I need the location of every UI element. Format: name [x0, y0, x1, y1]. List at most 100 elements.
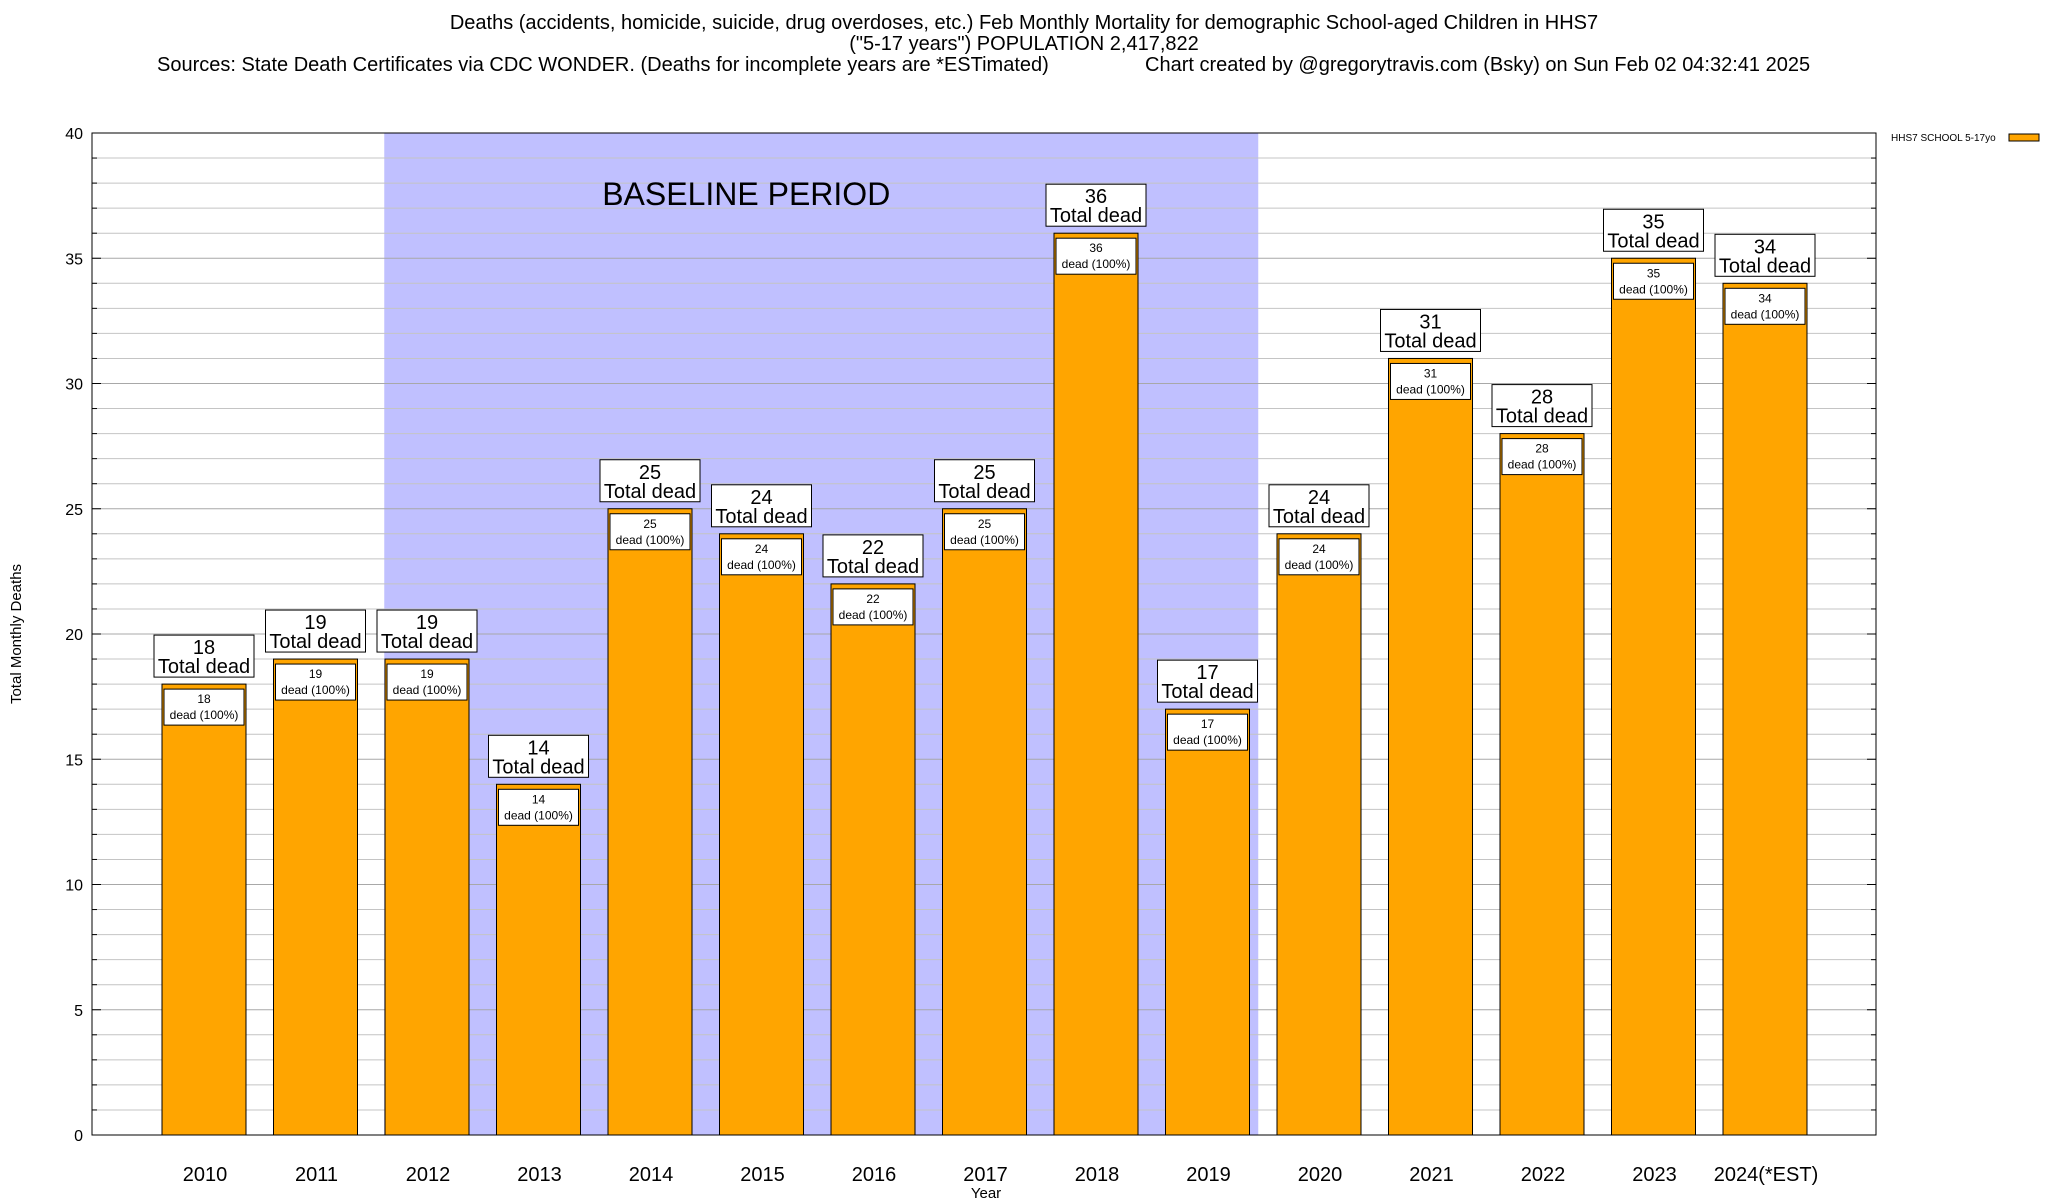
bar-inner-label-box — [498, 788, 579, 826]
bar-top-label-box — [1714, 233, 1816, 277]
bar-inner-label-box — [832, 588, 914, 626]
x-tick-label: 2015 — [740, 1164, 785, 1186]
plot-border — [91, 132, 1877, 1136]
bar — [1722, 282, 1808, 1136]
bar-total-dead-label: Total dead — [1050, 205, 1142, 227]
bar-value-label: 19 — [416, 612, 438, 634]
bar-total-dead-label: Total dead — [269, 631, 361, 653]
bar-inner-percent-label: dead (100%) — [1062, 257, 1131, 271]
bar-inner-percent-label: dead (100%) — [393, 683, 462, 697]
x-tick-label: 2010 — [183, 1164, 228, 1186]
bar-inner-value-label: 18 — [197, 692, 211, 706]
bar — [1165, 708, 1250, 1136]
bar-inner-value-label: 25 — [643, 517, 657, 531]
bar-total-dead-label: Total dead — [1161, 681, 1253, 703]
x-tick-label: 2013 — [517, 1164, 562, 1186]
bar-total-dead-label: Total dead — [381, 631, 473, 653]
baseline-period-label: BASELINE PERIOD — [602, 176, 890, 212]
bar-inner-label-box — [386, 663, 468, 701]
bar-value-label: 31 — [1419, 311, 1441, 333]
bar-inner-label-box — [609, 513, 691, 551]
bar-value-label: 17 — [1196, 662, 1218, 684]
bar-top-label-box — [822, 534, 924, 578]
bar — [384, 658, 470, 1136]
bar-top-label-box — [1268, 484, 1370, 528]
bar-inner-percent-label: dead (100%) — [950, 533, 1019, 547]
x-tick-label: 2024(*EST) — [1714, 1164, 1819, 1186]
bar-value-label: 19 — [304, 612, 326, 634]
bar-inner-label-box — [1501, 438, 1583, 476]
y-tick-label: 20 — [65, 627, 83, 644]
bar-total-dead-label: Total dead — [604, 481, 696, 503]
y-tick-label: 40 — [65, 126, 83, 143]
bar-inner-percent-label: dead (100%) — [1396, 382, 1465, 396]
bar-inner-value-label: 22 — [866, 592, 880, 606]
bar-inner-percent-label: dead (100%) — [1173, 733, 1242, 747]
bar-value-label: 28 — [1531, 387, 1553, 409]
bar-inner-label-box — [1613, 262, 1694, 300]
y-tick-label: 25 — [65, 502, 83, 519]
bar — [496, 783, 581, 1136]
bar-inner-percent-label: dead (100%) — [839, 608, 908, 622]
bar — [1611, 257, 1696, 1136]
chart-credit: Chart created by @gregorytravis.com (Bsk… — [1145, 54, 1811, 76]
legend-swatch — [2008, 133, 2040, 142]
bar-top-label-box — [1491, 384, 1593, 428]
y-tick-label: 5 — [74, 1003, 83, 1020]
bar-inner-value-label: 17 — [1201, 717, 1215, 731]
x-tick-label: 2017 — [963, 1164, 1008, 1186]
bar-value-label: 24 — [1308, 487, 1330, 509]
bar — [161, 683, 247, 1136]
chart-source-note: Sources: State Death Certificates via CD… — [157, 54, 1049, 76]
bar-top-label-box — [1157, 659, 1258, 703]
bar-total-dead-label: Total dead — [1384, 330, 1476, 352]
bar-value-label: 18 — [193, 637, 215, 659]
bar-inner-percent-label: dead (100%) — [1285, 558, 1354, 572]
bar-inner-label-box — [1278, 538, 1360, 576]
y-axis-title: Total Monthly Deaths — [8, 564, 25, 704]
bar — [1388, 357, 1473, 1136]
bar — [273, 658, 358, 1136]
x-tick-label: 2016 — [852, 1164, 897, 1186]
x-tick-label: 2014 — [629, 1164, 674, 1186]
bar-total-dead-label: Total dead — [158, 656, 250, 678]
bar-top-label-box — [1045, 183, 1147, 227]
bar — [719, 533, 804, 1136]
y-tick-label: 0 — [74, 1128, 83, 1145]
bar-total-dead-label: Total dead — [827, 556, 919, 578]
x-tick-label: 2023 — [1632, 1164, 1677, 1186]
chart-header: Deaths (accidents, homicide, suicide, dr… — [0, 0, 2048, 80]
bar-inner-label-box — [275, 663, 356, 701]
chart-title: Deaths (accidents, homicide, suicide, dr… — [449, 12, 1599, 34]
bar-top-label-box — [1380, 308, 1481, 352]
bar-total-dead-label: Total dead — [1719, 255, 1811, 277]
bar-total-dead-label: Total dead — [1273, 506, 1365, 528]
bar-inner-percent-label: dead (100%) — [1508, 458, 1577, 472]
x-tick-label: 2021 — [1409, 1164, 1454, 1186]
bar — [1276, 533, 1362, 1136]
bar-inner-label-box — [1724, 287, 1806, 325]
bar-inner-value-label: 28 — [1535, 442, 1549, 456]
bar-value-label: 22 — [862, 537, 884, 559]
bar-top-label-box — [711, 484, 812, 528]
bar — [830, 583, 916, 1136]
bar-inner-value-label: 25 — [978, 517, 992, 531]
y-tick-label: 30 — [65, 377, 83, 394]
bar-top-label-box — [488, 734, 589, 778]
bar — [1499, 433, 1585, 1136]
bar-total-dead-label: Total dead — [715, 506, 807, 528]
bar-value-label: 34 — [1754, 236, 1776, 258]
bar-top-label-box — [599, 459, 701, 503]
bar-inner-value-label: 19 — [309, 667, 323, 681]
x-tick-label: 2018 — [1075, 1164, 1120, 1186]
bar-inner-value-label: 36 — [1089, 241, 1103, 255]
bar-value-label: 36 — [1085, 186, 1107, 208]
chart-subtitle: ("5-17 years") POPULATION 2,417,822 — [849, 33, 1199, 55]
bar-inner-label-box — [1390, 362, 1471, 400]
bar-inner-value-label: 31 — [1424, 366, 1438, 380]
bar-total-dead-label: Total dead — [938, 481, 1030, 503]
bar-inner-percent-label: dead (100%) — [616, 533, 685, 547]
bar-top-label-box — [265, 609, 366, 653]
bar-inner-label-box — [944, 513, 1025, 551]
bar — [942, 508, 1027, 1136]
